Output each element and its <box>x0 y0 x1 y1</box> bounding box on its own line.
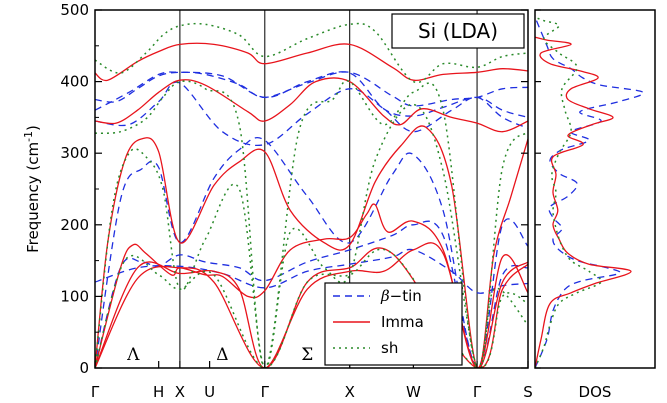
beta_tin-dos-curve <box>535 16 644 368</box>
sh-band-1 <box>95 80 528 368</box>
dos-curves <box>535 16 644 368</box>
x-tick-label-1: H <box>153 383 164 401</box>
x-tick-label-7: Γ <box>473 383 482 401</box>
x-tick-label-2: X <box>175 383 185 401</box>
x-tick-label-6: W <box>406 383 421 401</box>
x-tick-label-8: S <box>523 383 533 401</box>
direction-label-0: Λ <box>126 345 140 365</box>
title-box: Si (LDA) <box>391 13 525 49</box>
legend-label-sh: sh <box>381 339 398 357</box>
legend: β−tin Imma sh <box>324 282 463 366</box>
y-tick-label-5: 500 <box>60 1 89 19</box>
legend-label-imma: Imma <box>381 313 424 331</box>
imma-band-0 <box>95 42 528 82</box>
dos-panel: DOS <box>534 9 656 401</box>
y-axis-ticks: 0 100 200 300 400 500 <box>60 1 528 377</box>
dos-ticks <box>535 9 541 369</box>
y-tick-label-4: 400 <box>60 73 89 91</box>
high-symmetry-lines <box>179 10 478 368</box>
imma-band-1 <box>95 77 528 133</box>
x-tick-label-0: Γ <box>91 383 100 401</box>
imma-band-3 <box>95 203 528 368</box>
dispersion-frame <box>94 9 529 369</box>
beta_tin-band-4 <box>95 220 528 368</box>
y-axis-title: Frequency (cm-1) <box>22 125 42 253</box>
legend-label-beta_tin: β−tin <box>380 287 422 305</box>
beta_tin-band-5 <box>95 248 528 294</box>
x-tick-label-3: U <box>204 383 215 401</box>
direction-label-1: Δ <box>216 345 228 365</box>
y-tick-label-2: 200 <box>60 216 89 234</box>
imma-band-2 <box>95 125 528 368</box>
sh-dos-curve <box>535 16 603 368</box>
dos-label: DOS <box>579 383 612 401</box>
beta_tin-band-3 <box>95 136 528 368</box>
y-tick-label-3: 300 <box>60 144 89 162</box>
sh-band-3 <box>95 248 528 368</box>
direction-label-2: Σ <box>301 345 313 365</box>
sh-band-2 <box>95 103 528 368</box>
beta_tin-band-1 <box>95 71 528 119</box>
bands <box>95 22 528 368</box>
x-tick-label-5: X <box>345 383 355 401</box>
x-tick-label-4: Γ <box>261 383 270 401</box>
y-tick-label-1: 100 <box>60 287 89 305</box>
chart-title: Si (LDA) <box>418 19 498 43</box>
y-tick-label-0: 0 <box>79 359 89 377</box>
dos-frame <box>534 9 656 369</box>
imma-dos-curve <box>535 36 632 368</box>
